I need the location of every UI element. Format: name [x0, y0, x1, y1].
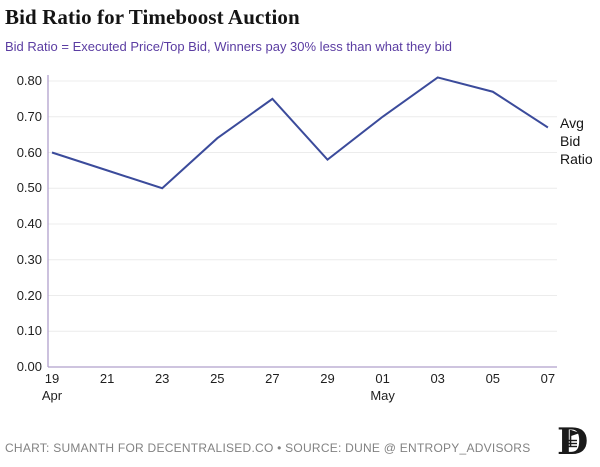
y-axis-label: 0.70: [16, 108, 42, 124]
x-axis-label: 21: [99, 371, 115, 386]
x-axis-label: 27: [265, 371, 280, 386]
series-label-line: Bid: [560, 133, 581, 149]
x-axis-label: 29: [320, 371, 335, 386]
x-axis-label: 03: [430, 371, 445, 386]
y-axis-label: 0.40: [16, 216, 42, 231]
decentralised-logo: D: [556, 421, 596, 463]
x-axis-label: 01: [375, 371, 390, 386]
x-axis-label: 05: [485, 371, 501, 386]
y-axis-label: 0.30: [16, 251, 42, 267]
y-axis-label: 0.10: [16, 323, 42, 339]
x-axis-month-label: Apr: [41, 388, 63, 403]
y-axis-label: 0.00: [16, 359, 42, 374]
y-axis-label: 0.60: [16, 144, 42, 160]
chart-subtitle: Bid Ratio = Executed Price/Top Bid, Winn…: [5, 39, 452, 54]
chart-credit: CHART: SUMANTH FOR DECENTRALISED.CO • SO…: [5, 441, 531, 455]
y-axis-label: 0.20: [16, 287, 42, 303]
y-axis-label: 0.50: [16, 180, 42, 196]
chart-title: Bid Ratio for Timeboost Auction: [5, 5, 300, 29]
avg-bid-ratio-line: [51, 76, 549, 190]
decentralised-logo-icon: D: [557, 421, 588, 463]
x-axis-label: 19: [44, 371, 60, 386]
x-axis-label: 23: [154, 371, 170, 386]
y-axis-label: 0.80: [16, 73, 42, 88]
x-axis-month-label: May: [370, 388, 395, 403]
svg-text:D: D: [557, 421, 588, 463]
series-label: Avg Bid Ratio: [560, 114, 593, 168]
x-axis-label: 07: [540, 371, 556, 386]
series-label-line: Ratio: [560, 151, 593, 167]
series-label-line: Avg: [560, 115, 584, 131]
x-axis-label: 25: [210, 371, 225, 386]
